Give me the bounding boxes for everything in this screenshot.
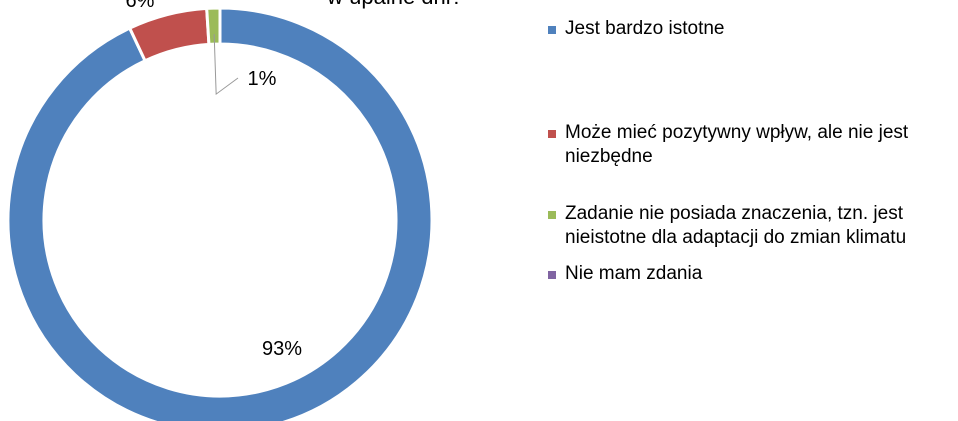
legend-label: Jest bardzo istotne <box>565 18 725 39</box>
legend-swatch <box>548 26 556 34</box>
legend-item: Jest bardzo istotne <box>548 17 953 41</box>
legend-swatch <box>548 211 556 219</box>
legend-swatch <box>548 271 556 279</box>
legend-item: Może mieć pozytywny wpływ, ale nie jest … <box>548 121 953 169</box>
legend-label: Nie mam zdania <box>565 263 703 284</box>
data-label: 93% <box>262 338 302 360</box>
chart-title: w upalne dni? <box>326 0 463 9</box>
data-label: 6% <box>126 0 155 12</box>
legend-swatch <box>548 130 556 138</box>
donut-slice <box>205 6 222 46</box>
legend-label: Zadanie nie posiada znaczenia, tzn. jest… <box>565 203 907 248</box>
legend-item: Zadanie nie posiada znaczenia, tzn. jest… <box>548 202 953 250</box>
leader-line <box>213 34 239 96</box>
legend-label: Może mieć pozytywny wpływ, ale nie jest … <box>565 122 909 167</box>
data-label: 1% <box>248 68 277 90</box>
legend-item: Nie mam zdania <box>548 262 953 286</box>
donut-slice <box>6 6 434 421</box>
donut-slice <box>127 6 211 63</box>
